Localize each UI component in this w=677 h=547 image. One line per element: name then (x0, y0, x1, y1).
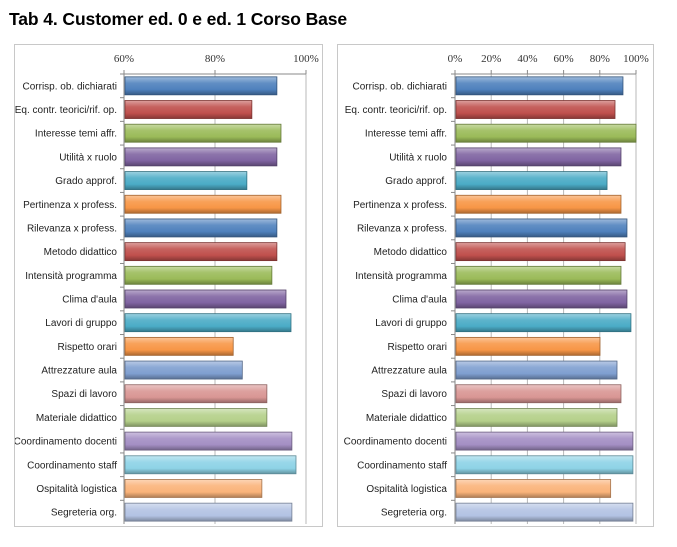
category-label: Eq. contr. teorici/rif. op. (345, 105, 447, 116)
category-label: Lavori di gruppo (45, 318, 117, 329)
category-label: Corrisp. ob. dichiarati (353, 81, 447, 92)
category-label: Materiale didattico (36, 413, 118, 424)
x-tick-label: 80% (590, 53, 610, 65)
category-label: Grado approf. (55, 176, 117, 187)
category-label: Utilità x ruolo (389, 152, 447, 163)
x-tick-label: 0% (448, 53, 463, 65)
bar (124, 194, 282, 214)
category-label: Eq. contr. teorici/rif. op. (15, 105, 117, 116)
bar (124, 171, 248, 190)
bar (455, 242, 626, 262)
chart-right-svg: 0% 20% 40% 60% 80% 100% Corrisp. ob. dichiarat… (344, 53, 649, 524)
bar (124, 313, 292, 333)
bar (124, 408, 268, 427)
bar (455, 123, 637, 143)
bar (455, 313, 632, 333)
category-label: Segreteria org. (51, 508, 117, 519)
x-tick-label: 60% (554, 53, 574, 65)
category-label: Rispetto orari (388, 342, 447, 353)
bar (455, 455, 634, 475)
category-label: Rilevanza x profess. (357, 223, 447, 234)
bar (124, 147, 278, 167)
bar (455, 147, 622, 167)
x-tick-label: 100% (293, 53, 319, 65)
category-label: Grado approf. (385, 176, 447, 187)
category-label: Spazi di lavoro (381, 389, 447, 400)
bar (455, 336, 601, 356)
category-label: Utilità x ruolo (59, 152, 117, 163)
bar (124, 455, 297, 475)
category-label: Attrezzature aula (41, 366, 117, 377)
category-label: Interesse temi affr. (35, 129, 117, 140)
category-label: Ospitalità logistica (36, 484, 117, 495)
category-label: Interesse temi affr. (365, 129, 447, 140)
bar (455, 171, 608, 190)
category-label: Rilevanza x profess. (27, 223, 117, 234)
bar (455, 384, 622, 404)
bar (124, 218, 278, 238)
category-label: Intensità programma (355, 271, 447, 282)
category-label: Clima d'aula (62, 295, 117, 306)
category-label: Coordinamento docenti (15, 437, 117, 448)
bar (124, 502, 293, 522)
category-label: Clima d'aula (392, 295, 447, 306)
category-label: Pertinenza x profess. (23, 200, 117, 211)
category-label: Intensità programma (25, 271, 117, 282)
bar (455, 408, 618, 427)
bar (124, 100, 253, 119)
bar (455, 218, 628, 238)
bar (124, 479, 263, 498)
chart-edition-1: 0% 20% 40% 60% 80% 100% Corrisp. ob. dichiarat… (337, 44, 654, 527)
bar (124, 431, 293, 451)
bar (124, 336, 234, 356)
x-tick-label: 40% (517, 53, 537, 65)
bar (455, 479, 612, 498)
category-label: Segreteria org. (381, 508, 447, 519)
bar (124, 289, 287, 309)
bar (124, 360, 243, 380)
category-label: Coordinamento staff (357, 460, 447, 471)
category-label: Corrisp. ob. dichiarati (23, 81, 117, 92)
x-tick-label: 80% (205, 53, 225, 65)
bar (124, 384, 268, 404)
category-label: Lavori di gruppo (375, 318, 447, 329)
bar (124, 123, 282, 143)
category-label: Materiale didattico (366, 413, 448, 424)
chart-edition-0: 60% 80% 100% Corrisp. ob. dichiarati Eq. con… (14, 44, 323, 527)
x-tick-label: 100% (623, 53, 649, 65)
bar (455, 265, 622, 285)
bar (455, 100, 616, 119)
bar (124, 265, 273, 285)
category-label: Metodo didattico (374, 247, 448, 258)
bar (124, 76, 278, 96)
category-label: Coordinamento docenti (344, 437, 447, 448)
x-tick-label: 20% (481, 53, 501, 65)
category-label: Coordinamento staff (27, 460, 117, 471)
chart-left-svg: 60% 80% 100% Corrisp. ob. dichiarati Eq. con… (15, 53, 319, 524)
category-label: Pertinenza x profess. (353, 200, 447, 211)
page-title: Tab 4. Customer ed. 0 e ed. 1 Corso Base (9, 9, 348, 29)
category-label: Attrezzature aula (371, 366, 447, 377)
category-label: Rispetto orari (58, 342, 117, 353)
bar (455, 289, 628, 309)
bar (455, 194, 622, 214)
x-tick-label: 60% (114, 53, 134, 65)
bar (124, 242, 278, 262)
category-label: Metodo didattico (44, 247, 118, 258)
bar (455, 431, 634, 451)
category-label: Spazi di lavoro (51, 389, 117, 400)
category-label: Ospitalità logistica (366, 484, 447, 495)
bar (455, 76, 624, 96)
bar (455, 360, 618, 380)
bar (455, 502, 634, 522)
